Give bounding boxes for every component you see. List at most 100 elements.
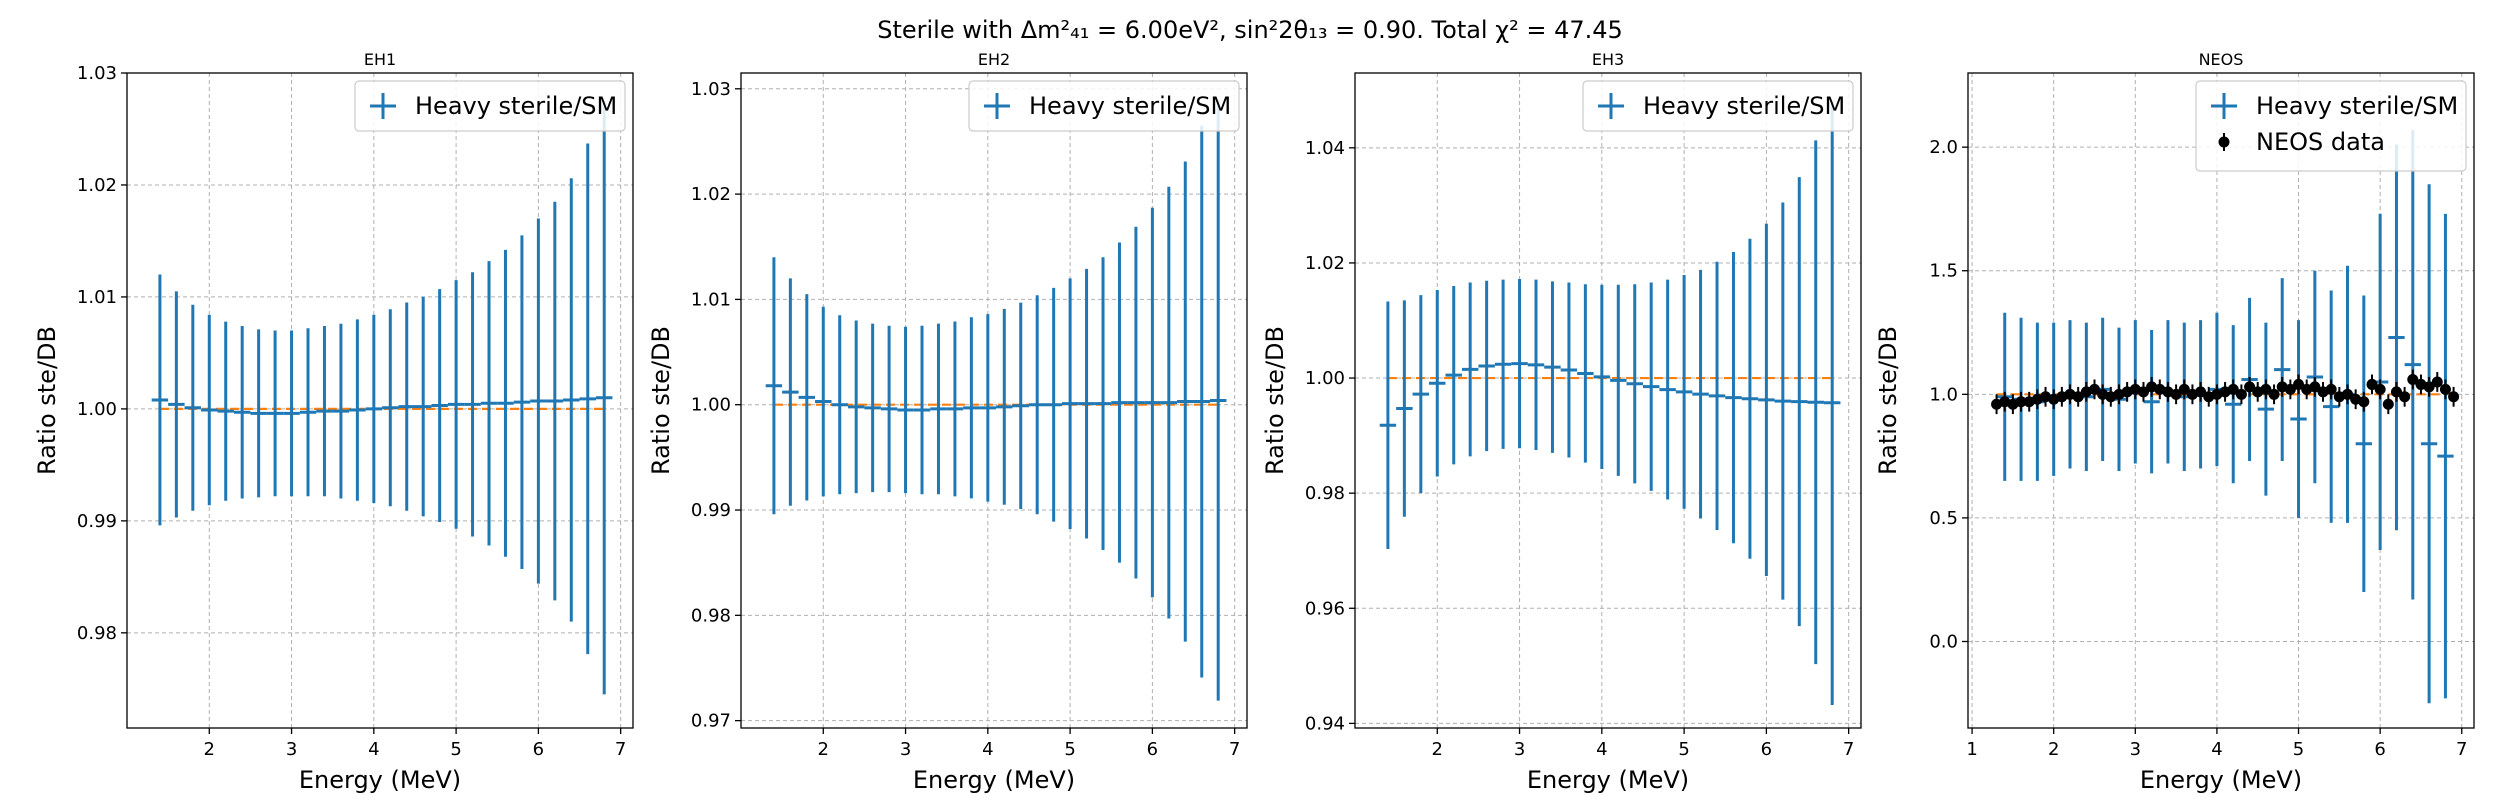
legend-label: Heavy sterile/SM [2256,92,2458,120]
x-tick-label: 6 [533,739,544,760]
y-tick-label: 1.03 [77,63,117,84]
x-axis-label: Energy (MeV) [913,766,1075,794]
y-tick-label: 1.00 [1305,368,1345,389]
axes-frame [740,72,1248,729]
x-tick-label: 6 [1761,739,1772,760]
data-point [2235,388,2247,400]
x-tick-label: 2 [2048,739,2059,760]
legend-box [1582,80,1854,132]
y-tick-label: 0.94 [1305,713,1345,734]
y-tick-label: 1.00 [77,399,117,420]
x-tick-label: 4 [2211,739,2222,760]
y-axis-label: Ratio ste/DB [1874,326,1902,475]
x-tick-label: 7 [1843,739,1854,760]
data-point [2268,388,2280,400]
legend-label: Heavy sterile/SM [415,92,617,120]
y-tick-label: 1.02 [77,175,117,196]
data-point [2170,388,2182,400]
data-point [2195,386,2207,398]
x-tick-label: 7 [1229,739,1240,760]
data-series [1991,369,2460,415]
y-tick-label: 1.5 [1929,261,1958,282]
y-tick-label: 1.01 [691,289,731,310]
y-tick-label: 0.99 [691,500,731,521]
x-tick-label: 2 [204,739,215,760]
y-axis-label: Ratio ste/DB [1261,326,1289,475]
data-point [2309,381,2321,393]
panel-title: EH3 [1592,50,1624,69]
legend-box [968,80,1240,132]
x-tick-label: 4 [982,739,993,760]
panel-title: EH1 [364,50,396,69]
data-point [2399,391,2411,403]
y-tick-label: 1.02 [691,184,731,205]
legend-label: Heavy sterile/SM [1643,92,1845,120]
panel-title: EH2 [978,50,1010,69]
data-point [2325,383,2337,395]
data-point [2178,383,2190,395]
x-axis-label: Energy (MeV) [2140,766,2302,794]
legend: Heavy sterile/SM NEOS data [2195,80,2467,172]
y-axis-label: Ratio ste/DB [647,326,675,475]
figure-suptitle: Sterile with Δm²₄₁ = 6.00eV², sin²2θ₁₃ =… [877,16,1623,44]
axes-frame [126,72,634,729]
data-point [2342,388,2353,400]
legend-box [2195,80,2467,172]
data-point [2089,383,2100,395]
data-point [2366,378,2378,390]
legend-box [354,80,626,132]
data-point [2137,386,2149,398]
legend-label: NEOS data [2256,128,2385,156]
y-tick-label: 1.01 [77,287,117,308]
panel-eh3: 2 3 4 5 6 7 0.94 0.96 0.98 1.00 1.02 1.04 EH3 Energy … [1261,50,1862,794]
y-tick-label: 2.0 [1929,137,1958,158]
data-point [2382,398,2394,410]
y-tick-label: 0.97 [691,711,731,732]
y-tick-label: 1.0 [1929,384,1958,405]
y-tick-label: 0.99 [77,511,117,532]
y-axis-label: Ratio ste/DB [33,326,61,475]
x-tick-label: 1 [1966,739,1977,760]
data-point [2072,391,2084,403]
data-point [2374,383,2386,395]
y-tick-label: 1.04 [1305,138,1345,159]
x-tick-label: 3 [900,739,911,760]
x-tick-label: 7 [2456,739,2467,760]
legend: Heavy sterile/SM [968,80,1240,132]
x-tick-label: 3 [2130,739,2141,760]
y-tick-label: 1.02 [1305,253,1345,274]
x-tick-label: 3 [286,739,297,760]
x-tick-label: 2 [818,739,829,760]
data-point [2015,396,2027,408]
data-point [2439,383,2451,395]
y-tick-label: 1.03 [691,79,731,100]
x-tick-label: 5 [450,739,461,760]
x-tick-label: 5 [2293,739,2304,760]
x-tick-label: 5 [1678,739,1689,760]
y-tick-label: 0.96 [1305,598,1345,619]
data-point [2284,383,2296,395]
data-point [2244,381,2256,393]
model-series [765,100,1227,701]
x-tick-label: 6 [2374,739,2385,760]
model-series [1996,129,2454,704]
x-tick-label: 4 [1596,739,1607,760]
x-tick-label: 5 [1064,739,1075,760]
data-point [2260,383,2272,395]
data-point [2358,396,2370,408]
data-point [2423,381,2435,393]
x-tick-label: 2 [1432,739,1443,760]
legend-marker-data [2218,136,2230,148]
legend-label: Heavy sterile/SM [1029,92,1231,120]
legend: Heavy sterile/SM [354,80,626,132]
model-series [1379,100,1841,705]
y-tick-label: 1.00 [691,395,731,416]
data-point [2390,386,2402,398]
x-axis-label: Energy (MeV) [299,766,461,794]
y-tick-label: 0.98 [691,605,731,626]
data-point [2431,376,2443,388]
x-tick-label: 3 [1514,739,1525,760]
x-tick-label: 6 [1147,739,1158,760]
axes-frame [1354,72,1862,729]
